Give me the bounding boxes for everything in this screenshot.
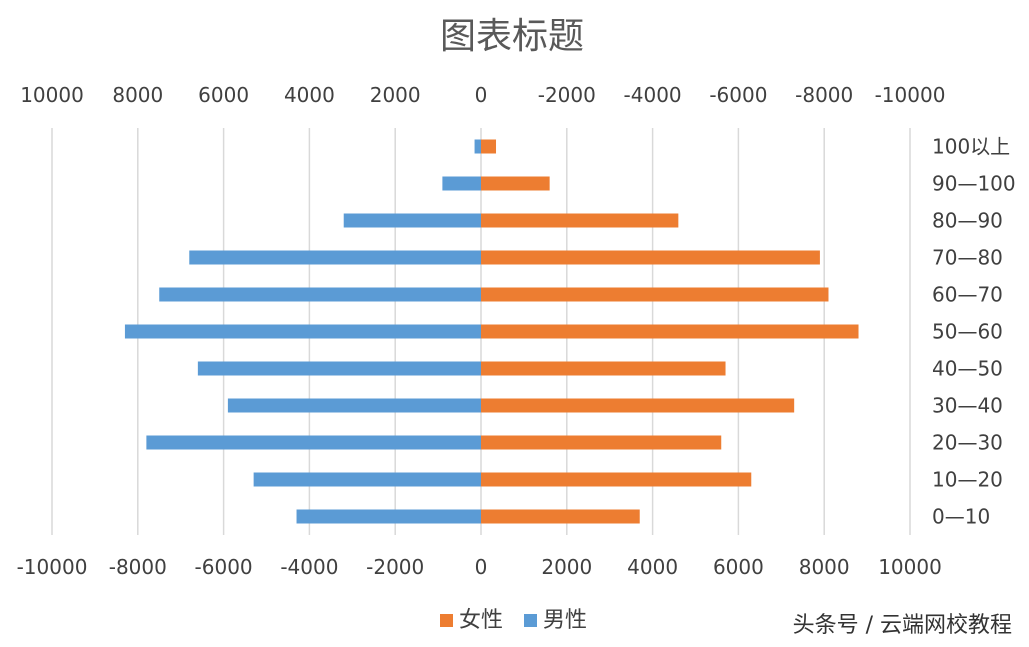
legend-label-male: 男性 xyxy=(543,608,587,633)
top-tick-label: 4000 xyxy=(284,83,335,107)
bar-male xyxy=(253,472,481,487)
top-tick-label: 8000 xyxy=(112,83,163,107)
top-tick-label: 2000 xyxy=(370,83,421,107)
top-tick-label: -8000 xyxy=(795,83,853,107)
bar-male xyxy=(146,435,481,450)
category-label: 60—70 xyxy=(932,283,1003,307)
bottom-tick-label: 10000 xyxy=(878,555,942,579)
category-label: 50—60 xyxy=(932,320,1003,344)
bottom-tick-label: -2000 xyxy=(366,555,424,579)
bar-female xyxy=(481,361,726,376)
bar-male xyxy=(189,250,481,265)
top-tick-label: -4000 xyxy=(624,83,682,107)
category-label: 40—50 xyxy=(932,357,1003,381)
category-label: 80—90 xyxy=(932,209,1003,233)
top-tick-label: 0 xyxy=(475,83,488,107)
bottom-tick-label: 8000 xyxy=(799,555,850,579)
category-label: 90—100 xyxy=(932,172,1016,196)
category-label: 20—30 xyxy=(932,431,1003,455)
top-tick-label: -10000 xyxy=(875,83,946,107)
bottom-tick-label: 6000 xyxy=(713,555,764,579)
bar-male xyxy=(442,176,481,191)
bottom-tick-label: 4000 xyxy=(627,555,678,579)
chart-title: 图表标题 xyxy=(440,16,584,57)
bar-female xyxy=(481,435,722,450)
category-label: 10—20 xyxy=(932,468,1003,492)
bottom-axis: -10000 -8000 -6000 -4000 -2000 0 2000 4000 6000 8… xyxy=(17,555,942,579)
legend-swatch-female xyxy=(440,614,453,627)
bar-male xyxy=(124,324,482,339)
bar-male xyxy=(296,509,481,524)
bottom-tick-label: -4000 xyxy=(280,555,338,579)
bars-group xyxy=(124,139,859,524)
category-axis: 0—10 10—20 20—30 30—40 40—50 50—60 60—70 70—80 8… xyxy=(932,135,1016,529)
bar-male xyxy=(197,361,482,376)
bar-female xyxy=(481,250,820,265)
bar-female xyxy=(481,213,679,228)
category-label: 30—40 xyxy=(932,394,1003,418)
legend-swatch-male xyxy=(524,614,537,627)
bar-female xyxy=(481,176,550,191)
top-tick-label: -2000 xyxy=(538,83,596,107)
bar-female xyxy=(481,472,752,487)
category-label: 100以上 xyxy=(932,135,1010,159)
top-axis: 10000 8000 6000 4000 2000 0 -2000 -4000 -6000 -80… xyxy=(20,83,945,107)
legend: 女性 男性 xyxy=(440,608,587,633)
bottom-tick-label: -8000 xyxy=(109,555,167,579)
category-label: 0—10 xyxy=(932,505,990,529)
bottom-tick-label: 0 xyxy=(475,555,488,579)
bottom-tick-label: 2000 xyxy=(541,555,592,579)
bottom-tick-label: -10000 xyxy=(17,555,88,579)
bar-female xyxy=(481,398,795,413)
top-tick-label: 6000 xyxy=(198,83,249,107)
bar-male xyxy=(227,398,481,413)
top-tick-label: -6000 xyxy=(709,83,767,107)
bottom-tick-label: -6000 xyxy=(195,555,253,579)
top-tick-label: 10000 xyxy=(20,83,84,107)
bar-female xyxy=(481,324,859,339)
bar-male xyxy=(159,287,481,302)
watermark-text: 头条号 / 云端网校教程 xyxy=(793,613,1012,638)
bar-male xyxy=(343,213,481,228)
bar-male xyxy=(474,139,481,154)
bar-female xyxy=(481,509,640,524)
category-label: 70—80 xyxy=(932,246,1003,270)
legend-label-female: 女性 xyxy=(459,608,503,633)
bar-female xyxy=(481,287,829,302)
bar-female xyxy=(481,139,497,154)
